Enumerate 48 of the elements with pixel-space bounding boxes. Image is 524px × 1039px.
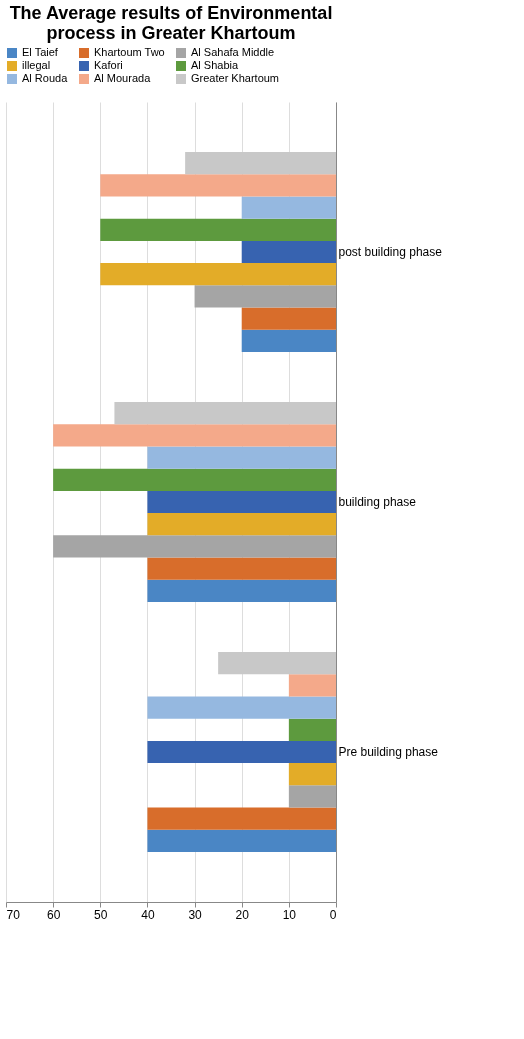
legend-label: Kafori (94, 59, 123, 71)
bar (241, 240, 336, 264)
bar (288, 763, 336, 786)
legend-label: Al Rouda (22, 72, 69, 84)
bar (241, 196, 336, 219)
chart-title: The Average results of Environmental process in Greater Khartoum (9, 3, 333, 43)
y-tick-label: post building phase (338, 245, 443, 259)
legend-label: Khartoum Two (94, 46, 165, 58)
legend-label: Al Shabia (191, 59, 239, 71)
x-tick-label: 50 (94, 907, 108, 922)
bar (100, 218, 336, 241)
bar (288, 718, 336, 741)
bar (241, 329, 336, 352)
bar (147, 807, 336, 830)
y-tick-label: building phase (338, 495, 417, 509)
bar (241, 307, 336, 330)
bar (147, 490, 336, 514)
x-tick-label: 60 (46, 907, 61, 922)
bar (147, 829, 336, 852)
legend-label: Greater Khartoum (191, 72, 280, 84)
x-tick-label: 20 (235, 907, 250, 922)
x-tick-label: 30 (188, 907, 203, 922)
bar (185, 152, 336, 175)
bar (114, 402, 336, 425)
y-tick-label: Pre building phase (338, 745, 439, 759)
bar (147, 513, 336, 536)
x-tick-label: 40 (141, 907, 155, 922)
bar (147, 740, 336, 764)
legend-label: El Taief (22, 46, 59, 58)
x-tick-label: 70 (6, 907, 21, 922)
bar (100, 174, 336, 197)
x-tick-label: 0 (329, 907, 337, 922)
x-tick-label: 10 (282, 907, 297, 922)
bar (288, 785, 336, 808)
bar (147, 557, 336, 580)
bar (147, 579, 336, 602)
bar (100, 263, 336, 286)
legend-label: Al Sahafa Middle (191, 46, 275, 58)
bar (288, 674, 336, 697)
bar (194, 285, 336, 308)
bar (218, 652, 336, 675)
bar (147, 446, 336, 469)
bar (53, 535, 336, 558)
bar (53, 468, 336, 491)
legend-label: illegal (22, 59, 51, 71)
legend-label: Al Mourada (94, 72, 152, 84)
bar (53, 424, 336, 447)
bar (147, 696, 336, 719)
